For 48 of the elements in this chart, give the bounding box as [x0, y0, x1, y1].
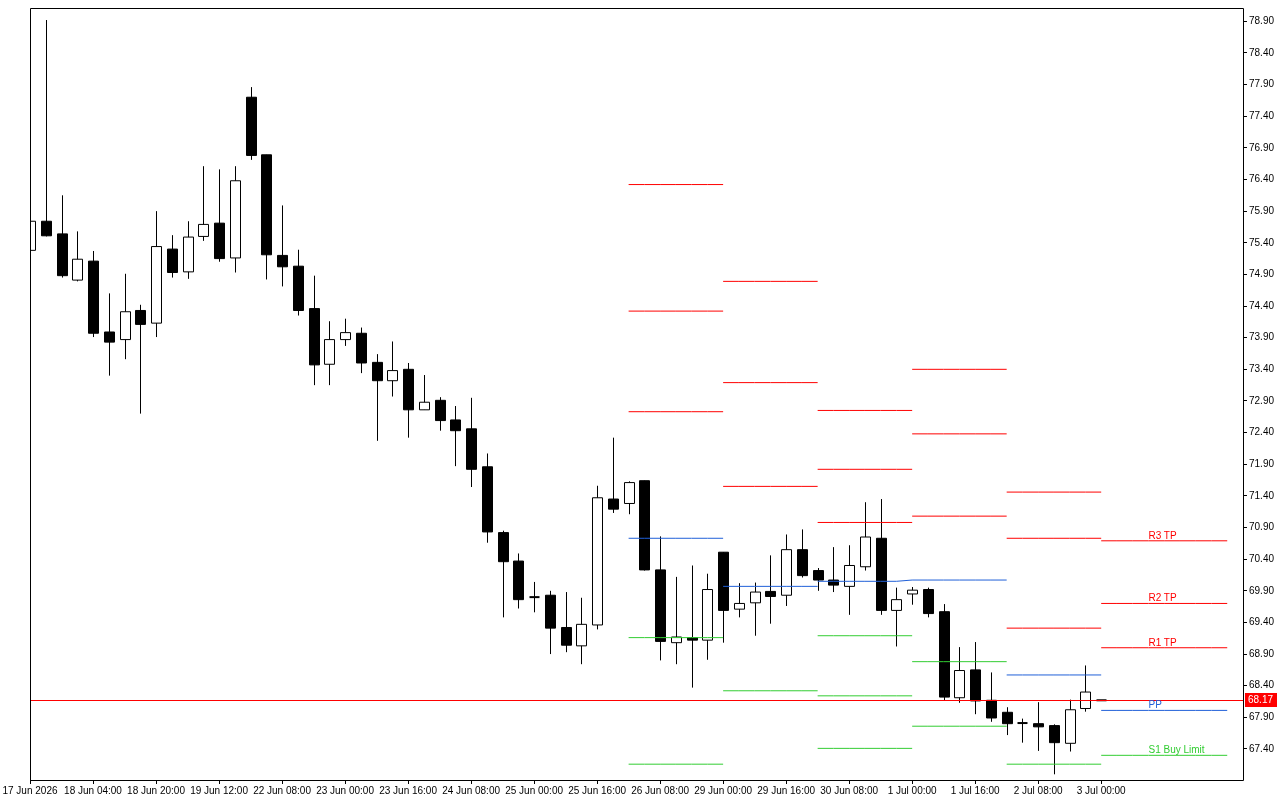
x-tick-label: 3 Jul 00:00	[1076, 784, 1127, 796]
x-tick-label: 23 Jun 00:00	[316, 784, 375, 796]
y-tick-label: 76.40	[1248, 173, 1275, 185]
y-tick-label: 73.90	[1248, 331, 1275, 343]
x-tick-label: 19 Jun 12:00	[190, 784, 249, 796]
y-tick-label: 71.40	[1248, 489, 1275, 501]
y-tick-label: 72.90	[1248, 394, 1275, 406]
series-label: PP	[1148, 699, 1163, 711]
series-label: S1 Buy Limit	[1148, 744, 1205, 756]
x-tick-label: 23 Jun 16:00	[379, 784, 438, 796]
x-tick-label: 2 Jul 08:00	[1013, 784, 1064, 796]
x-tick-label: 30 Jun 08:00	[820, 784, 879, 796]
y-tick-label: 69.40	[1248, 616, 1275, 628]
y-tick-label: 75.40	[1248, 236, 1275, 248]
x-tick-label: 18 Jun 04:00	[64, 784, 123, 796]
y-tick-label: 68.90	[1248, 647, 1275, 659]
x-tick-label: 29 Jun 16:00	[757, 784, 816, 796]
ref-line-label: 68.17	[1247, 694, 1274, 706]
y-tick-label: 78.90	[1248, 15, 1275, 27]
y-tick-label: 71.90	[1248, 457, 1275, 469]
x-tick-label: 18 Jun 20:00	[127, 784, 186, 796]
x-tick-label: 1 Jul 16:00	[950, 784, 1001, 796]
y-tick-label: 69.90	[1248, 584, 1275, 596]
y-tick-label: 73.40	[1248, 363, 1275, 375]
x-tick-label: 29 Jun 00:00	[694, 784, 753, 796]
x-tick-label: 1 Jul 00:00	[887, 784, 938, 796]
y-tick-label: 77.90	[1248, 78, 1275, 90]
y-tick-label: 67.40	[1248, 742, 1275, 754]
y-tick-label: 74.90	[1248, 268, 1275, 280]
x-tick-label: 17 Jun 2026	[2, 784, 58, 796]
series-label: R2 TP	[1148, 592, 1177, 604]
y-tick-label: 68.40	[1248, 679, 1275, 691]
y-tick-label: 76.90	[1248, 141, 1275, 153]
y-tick-label: 74.40	[1248, 299, 1275, 311]
x-tick-label: 26 Jun 08:00	[631, 784, 690, 796]
series-label: R3 TP	[1148, 529, 1177, 541]
y-tick-label: 78.40	[1248, 46, 1275, 58]
x-tick-label: 25 Jun 16:00	[568, 784, 627, 796]
y-tick-label: 70.40	[1248, 552, 1275, 564]
y-tick-label: 72.40	[1248, 426, 1275, 438]
series-label: R1 TP	[1148, 636, 1177, 648]
x-tick-label: 22 Jun 08:00	[253, 784, 312, 796]
y-tick-label: 75.90	[1248, 204, 1275, 216]
y-tick-label: 67.90	[1248, 711, 1275, 723]
x-tick-label: 25 Jun 00:00	[505, 784, 564, 796]
y-tick-label: 70.90	[1248, 521, 1275, 533]
y-tick-label: 77.40	[1248, 109, 1275, 121]
x-tick-label: 24 Jun 08:00	[442, 784, 501, 796]
